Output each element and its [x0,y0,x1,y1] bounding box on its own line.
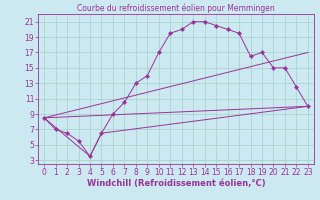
X-axis label: Windchill (Refroidissement éolien,°C): Windchill (Refroidissement éolien,°C) [87,179,265,188]
Title: Courbe du refroidissement éolien pour Memmingen: Courbe du refroidissement éolien pour Me… [77,4,275,13]
